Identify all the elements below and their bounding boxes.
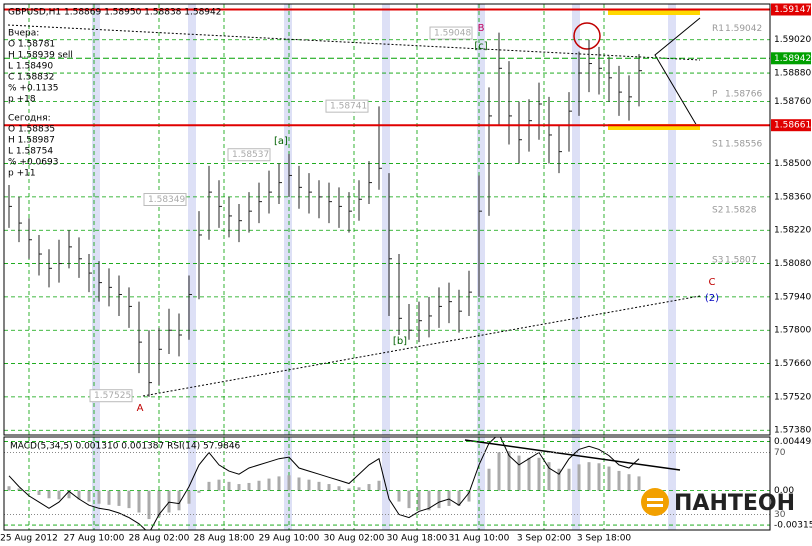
wave-label: A xyxy=(137,403,144,414)
price-box xyxy=(771,119,811,132)
price-box xyxy=(771,3,811,16)
info-line: L 1.58754 xyxy=(8,147,53,157)
price-tag xyxy=(89,389,133,403)
indicator-frame xyxy=(3,436,771,531)
info-line: p +18 xyxy=(8,95,36,105)
y-tick-label: 1.57940 xyxy=(774,292,811,302)
y-tick-label: 1.57800 xyxy=(774,326,811,336)
y-tick-label: 1.58500 xyxy=(774,159,811,169)
wave-label: [a] xyxy=(274,136,288,147)
info-line: Вчера: xyxy=(8,29,39,39)
pivot-name: P xyxy=(712,90,718,100)
wave-label: C xyxy=(709,277,716,288)
info-line: p +11 xyxy=(8,169,36,179)
y-tick-label: 1.58880 xyxy=(774,69,811,79)
y-tick-label: 1.57380 xyxy=(774,426,811,436)
y-tick-label: 1.57520 xyxy=(774,392,811,402)
price-box-label: 1.58661 xyxy=(774,121,811,131)
pivot-value: 1.58766 xyxy=(725,90,762,100)
logo: ПАНТЕОН xyxy=(641,488,795,516)
info-line: C 1.58832 xyxy=(8,73,54,83)
x-tick-label: 30 Aug 02:00 xyxy=(324,534,385,544)
pivot-name: S3 xyxy=(712,255,723,265)
price-box-label: 1.59147 xyxy=(774,5,811,15)
price-tag-label: 1.59048 xyxy=(434,29,471,39)
macd-tick-label: 0.00 xyxy=(774,486,794,496)
info-line: O 1.58835 xyxy=(8,125,55,135)
price-tag-label: 1.58741 xyxy=(330,102,367,112)
x-tick-label: 31 Aug 10:00 xyxy=(449,534,510,544)
rsi-tick-label: 30 xyxy=(774,510,786,520)
x-tick-label: 3 Sep 18:00 xyxy=(577,534,632,544)
price-frame xyxy=(3,3,771,436)
price-tag-label: 1.57525 xyxy=(94,391,131,401)
price-pane xyxy=(4,8,770,397)
x-tick-label: 27 Aug 10:00 xyxy=(64,534,125,544)
info-line: O 1.58781 xyxy=(8,40,55,50)
wave-label: [b] xyxy=(393,336,407,347)
y-tick-label: 1.58220 xyxy=(774,226,811,236)
y-tick-label: 1.58360 xyxy=(774,192,811,202)
y-tick-label: 1.58080 xyxy=(774,259,811,269)
pivot-name: R1 xyxy=(712,24,724,34)
x-tick-label: 28 Aug 18:00 xyxy=(194,534,255,544)
y-tick-label: 1.57660 xyxy=(774,359,811,369)
price-box xyxy=(771,52,811,65)
price-tag xyxy=(325,99,369,113)
wave-label: [c] xyxy=(474,41,487,52)
price-tag-label: 1.58349 xyxy=(148,195,185,205)
price-tag xyxy=(227,148,271,162)
macd-tick-label: 0.004493 xyxy=(774,437,812,447)
window-title: GBPUSD,H1 1.58869 1.58950 1.58838 1.5894… xyxy=(8,8,221,18)
x-tick-label: 30 Aug 18:00 xyxy=(387,534,448,544)
rsi-line xyxy=(8,437,640,530)
x-tick-label: 3 Sep 02:00 xyxy=(517,534,572,544)
price-box-label: 1.58942 xyxy=(774,54,811,64)
info-line: H 1.58939 sell xyxy=(8,51,73,61)
wave-label: B xyxy=(478,23,485,34)
info-line: Сегодня: xyxy=(8,114,51,124)
pivot-name: S2 xyxy=(712,205,723,215)
x-tick-label: 25 Aug 2012 xyxy=(0,534,58,544)
price-tag xyxy=(429,26,473,40)
info-line: L 1.58490 xyxy=(8,62,53,72)
indicator-label: MACD(5,34,5) 0.001310 0.001387 RSI(14) 5… xyxy=(10,442,241,452)
info-line: % +0.0693 xyxy=(8,158,58,168)
pivot-value: 1.5828 xyxy=(725,205,757,215)
y-tick-label: 1.58760 xyxy=(774,97,811,107)
indicator-pane xyxy=(4,437,770,530)
info-line: H 1.58987 xyxy=(8,136,55,146)
pivot-value: 1.59042 xyxy=(725,24,762,34)
x-tick-label: 29 Aug 10:00 xyxy=(259,534,320,544)
pivot-name: S1 xyxy=(712,140,723,150)
logo-text: ПАНТЕОН xyxy=(674,491,795,516)
y-tick-label: 1.59020 xyxy=(774,35,811,45)
price-tag-label: 1.58537 xyxy=(232,150,269,160)
x-tick-label: 28 Aug 02:00 xyxy=(129,534,190,544)
price-tag xyxy=(143,192,187,206)
pivot-value: 1.58556 xyxy=(725,140,762,150)
pivot-value: 1.5807 xyxy=(725,255,757,265)
rsi-tick-label: 70 xyxy=(774,448,786,458)
macd-tick-label: -0.00315 xyxy=(774,521,812,531)
wave-label: (2) xyxy=(705,293,719,304)
info-line: % +0.1135 xyxy=(8,84,58,94)
